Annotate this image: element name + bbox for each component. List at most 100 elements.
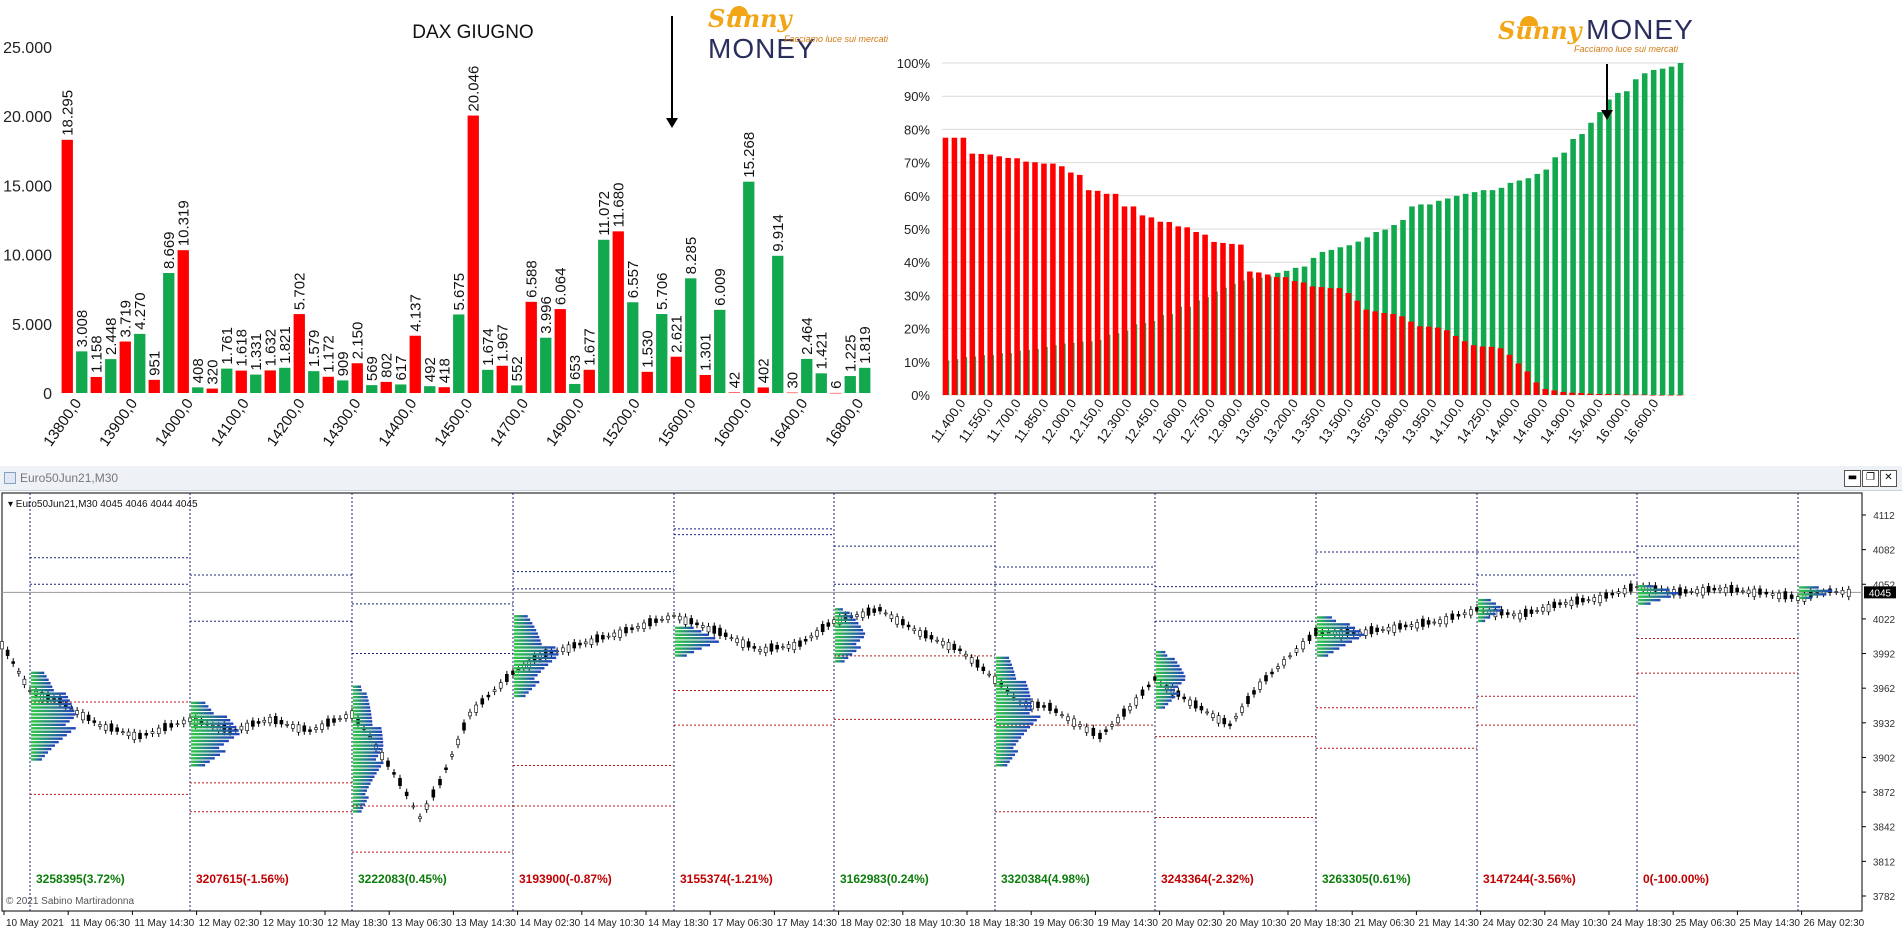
pct-bar-chart-svg: 0%10%20%30%40%50%60%70%80%90%100%11.400,… — [897, 56, 1685, 446]
candle-body — [1741, 590, 1745, 593]
volume-profile-bar — [675, 633, 709, 636]
time-label: 24 May 18:30 — [1611, 918, 1672, 929]
volume-profile-bar — [514, 656, 557, 660]
candle-body — [878, 607, 882, 612]
put-bar — [1470, 345, 1477, 395]
window-titlebar[interactable]: Euro50Jun21,M30 ▬ ❐ ✕ — [0, 466, 1902, 491]
candle-body — [1140, 689, 1145, 696]
y-tick-label: 60% — [904, 189, 930, 204]
candle-body — [803, 639, 808, 642]
volume-profile-bar — [191, 753, 220, 757]
session-volume-label: 3243364(-2.32%) — [1161, 872, 1254, 886]
candle-body — [1098, 732, 1102, 740]
candle-body — [326, 718, 330, 727]
put-bar — [1238, 244, 1244, 395]
candle-body — [1444, 616, 1448, 625]
x-tick-label: 14300,0 — [320, 396, 365, 450]
volume-profile-bar — [1156, 702, 1169, 706]
call-bar — [1659, 68, 1666, 396]
candle-body — [826, 622, 831, 627]
time-label: 20 May 02:30 — [1162, 918, 1223, 929]
candle-body — [1307, 634, 1312, 641]
put-bar — [1175, 226, 1181, 395]
put-bar — [1452, 335, 1459, 395]
call-bar — [1391, 225, 1397, 395]
candle-body — [1288, 655, 1292, 658]
put-bar — [1094, 190, 1101, 395]
candle-body — [700, 625, 705, 628]
call-bar — [1606, 99, 1612, 396]
x-tick-label: 14000,0 — [152, 396, 197, 450]
minimize-button[interactable]: ▬ — [1844, 470, 1861, 487]
put-bar — [1623, 394, 1629, 396]
candle-body — [320, 723, 324, 730]
candle-body — [723, 632, 728, 637]
volume-profile-bar — [353, 688, 362, 692]
session-volume-label: 3222083(0.45%) — [358, 872, 447, 886]
candle-body — [981, 666, 986, 672]
candle-body — [1246, 695, 1250, 704]
candle-body — [630, 627, 634, 630]
candle-body — [636, 625, 640, 629]
volume-profile-bar — [31, 754, 45, 758]
bar-data-label: 1.225 — [842, 334, 859, 372]
candle-body — [291, 724, 295, 729]
put-bar — [1354, 300, 1361, 395]
put-bar — [1103, 193, 1110, 395]
call-bar — [1632, 79, 1639, 395]
bar — [351, 363, 363, 393]
candle-body — [262, 720, 267, 723]
put-bar — [1488, 346, 1495, 395]
volume-profile-bar — [191, 705, 209, 708]
candle-body — [462, 722, 466, 731]
bar — [438, 387, 450, 393]
candle-body — [1122, 708, 1126, 717]
call-bar — [1489, 190, 1496, 395]
candle-body — [11, 661, 15, 664]
candle-body — [1604, 592, 1608, 599]
y-tick-label: 50% — [904, 222, 930, 237]
bar-data-label: 18.295 — [59, 90, 76, 136]
volume-profile-bar — [353, 775, 375, 778]
put-bar — [1381, 312, 1387, 395]
price-label: 4022 — [1873, 615, 1896, 626]
bar-data-label: 1.618 — [233, 329, 250, 367]
volume-profile-bar — [996, 656, 1010, 660]
candle-body — [583, 641, 588, 645]
call-bar — [1552, 157, 1558, 395]
price-label: 3992 — [1873, 650, 1896, 661]
logo-tagline: Facciamo luce sui mercati — [784, 34, 889, 44]
volume-profile-bar — [835, 622, 859, 625]
put-bar — [987, 154, 994, 395]
bar — [815, 373, 827, 393]
candle-body — [1629, 583, 1633, 592]
call-bar — [1641, 73, 1648, 396]
volume-profile-bar — [996, 701, 1032, 705]
volume-profile-bar — [1638, 588, 1670, 591]
candle-body — [92, 720, 97, 723]
volume-profile-bar — [835, 618, 856, 621]
put-bar — [1363, 309, 1369, 395]
candle-body — [279, 720, 284, 725]
bar-data-label: 42 — [726, 372, 743, 389]
restore-button[interactable]: ❐ — [1862, 470, 1879, 487]
volume-profile-bar — [31, 682, 51, 685]
put-bar — [1408, 321, 1414, 395]
bar — [685, 278, 697, 393]
candle-body — [1456, 613, 1461, 617]
put-bar — [1587, 393, 1593, 395]
price-chart-svg[interactable]: 4112 4082 4052 4022 3992 3962 3932 3902 3872 3842… — [0, 491, 1902, 935]
volume-profile-bar — [514, 673, 538, 677]
put-bar — [1605, 394, 1611, 395]
volume-profile-bar — [191, 736, 235, 739]
candle-body — [245, 722, 249, 731]
put-bar — [1157, 221, 1164, 395]
close-button[interactable]: ✕ — [1880, 470, 1897, 487]
bar — [656, 314, 668, 393]
x-tick-label: 15200,0 — [599, 396, 644, 450]
volume-profile-bar — [191, 739, 229, 743]
volume-profile-bar — [31, 737, 63, 740]
volume-profile-bar — [353, 740, 384, 744]
put-bar — [1068, 172, 1074, 395]
candle-body — [798, 640, 802, 647]
